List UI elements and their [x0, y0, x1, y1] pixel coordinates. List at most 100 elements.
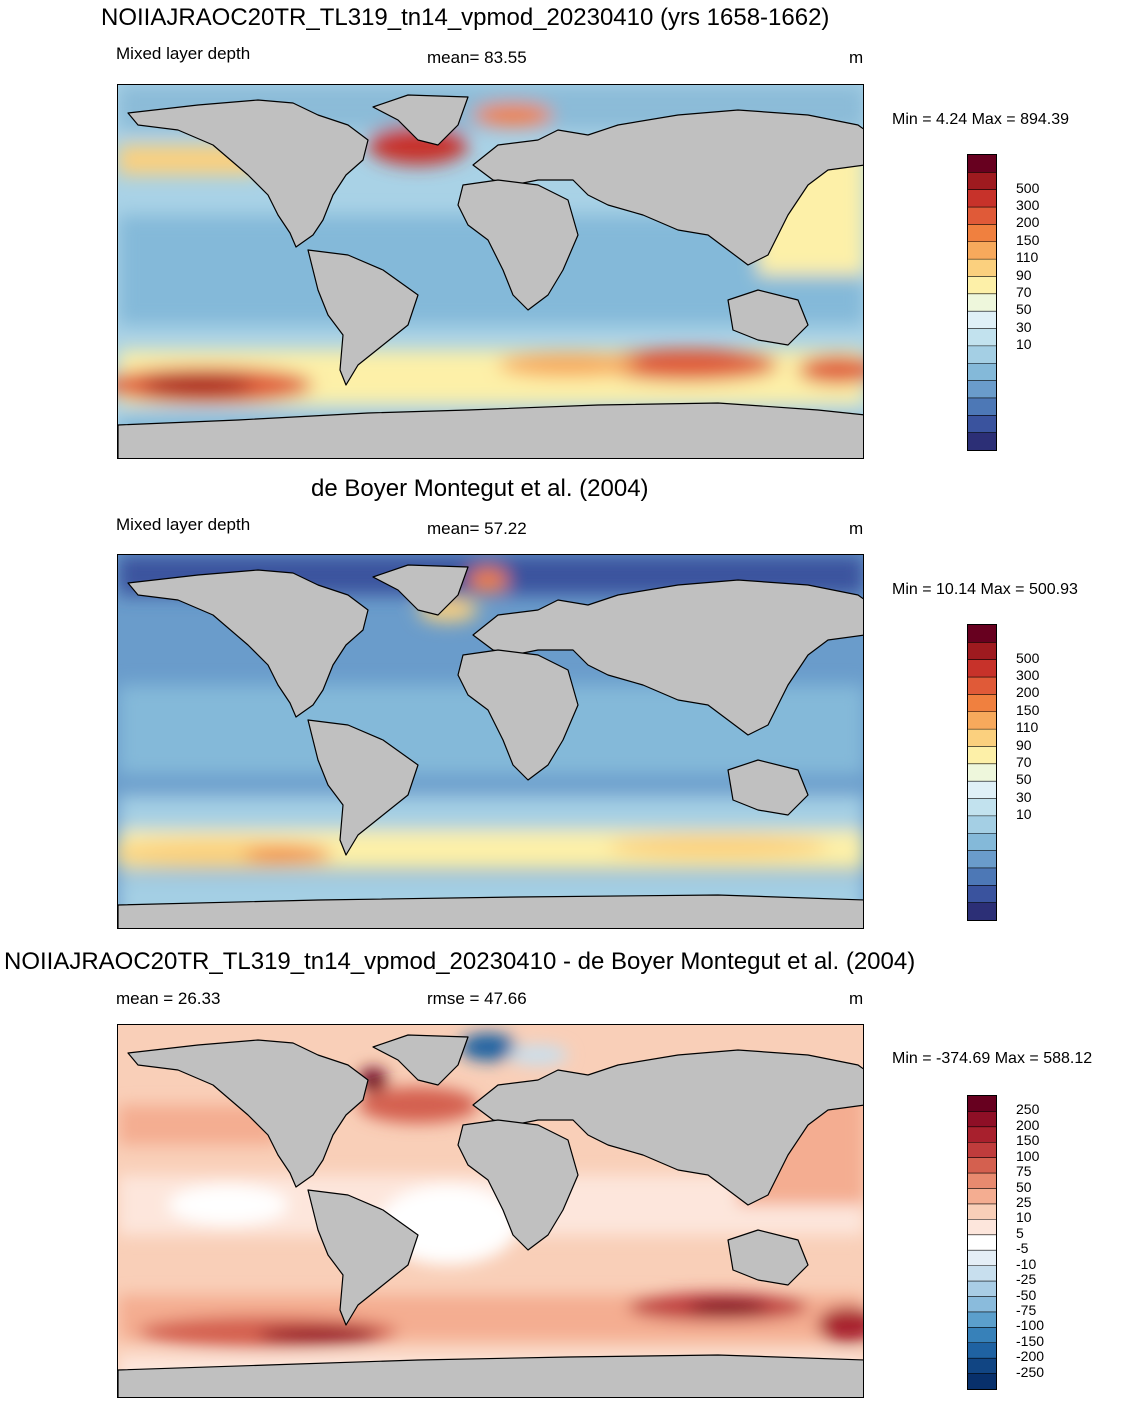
colorbar-swatch [968, 415, 996, 434]
colorbar-swatch [968, 276, 996, 295]
colorbar-swatch [968, 1188, 996, 1205]
colorbar-swatch [968, 345, 996, 364]
colorbar-label: 25 [1016, 1193, 1032, 1210]
colorbar-label: 10 [1016, 805, 1032, 822]
panel-1-title: NOIIAJRAOC20TR_TL319_tn14_vpmod_20230410… [101, 4, 830, 31]
colorbar-swatch [968, 763, 996, 782]
colorbar-label: 150 [1016, 701, 1040, 718]
colorbar-swatch [968, 380, 996, 399]
colorbar-swatch [968, 328, 996, 347]
colorbar-swatch [968, 867, 996, 886]
colorbar-swatch [968, 798, 996, 817]
colorbar-swatch [968, 207, 996, 226]
colorbar-label: -200 [1016, 1348, 1045, 1365]
colorbar-label: -10 [1016, 1255, 1037, 1272]
colorbar-label: -50 [1016, 1286, 1037, 1303]
colorbar-label: 10 [1016, 335, 1032, 352]
colorbar-label: -25 [1016, 1271, 1037, 1288]
colorbar-label: 500 [1016, 649, 1040, 666]
colorbar-swatch [968, 1111, 996, 1128]
colorbar-label: 110 [1016, 719, 1039, 736]
colorbar-swatch [968, 850, 996, 869]
colorbar-swatch [968, 1296, 996, 1313]
panel-2-map [117, 554, 864, 929]
colorbar-swatch [968, 729, 996, 748]
panel-2-unit-label: m [849, 519, 864, 538]
colorbar-swatch [968, 885, 996, 904]
land-masses [118, 1034, 863, 1397]
colorbar-swatch [968, 189, 996, 208]
colorbar-label: 50 [1016, 1178, 1032, 1195]
colorbar-swatch [968, 902, 996, 920]
colorbar-label: 150 [1016, 231, 1040, 248]
colorbar-label: 500 [1016, 179, 1040, 196]
panel-1-variable-label: Mixed layer depth [116, 44, 251, 63]
colorbar-swatch [968, 1373, 996, 1389]
colorbar-swatch [968, 259, 996, 278]
land-masses [118, 94, 863, 458]
colorbar-swatch [968, 224, 996, 243]
colorbar-label: 200 [1016, 1116, 1040, 1133]
colorbar-label: -75 [1016, 1301, 1037, 1318]
colorbar-swatch [968, 1250, 996, 1267]
panel-1-unit-label: m [849, 48, 864, 67]
colorbar-swatch [968, 432, 996, 450]
colorbar-swatch [968, 1311, 996, 1328]
colorbar-swatch [968, 155, 996, 173]
colorbar-swatch [968, 397, 996, 416]
colorbar-swatch [968, 642, 996, 661]
colorbar-label: 30 [1016, 788, 1032, 805]
colorbar-swatch [968, 781, 996, 800]
colorbar-swatch [968, 677, 996, 696]
colorbar-swatch [968, 1126, 996, 1143]
colorbar-label: 70 [1016, 753, 1032, 770]
land-masses [118, 564, 863, 928]
colorbar-label: -100 [1016, 1317, 1045, 1334]
panel-1-colorbar [967, 154, 997, 451]
colorbar-label: 250 [1016, 1101, 1040, 1118]
colorbar-label: 70 [1016, 283, 1032, 300]
colorbar-label: 150 [1016, 1132, 1040, 1149]
colorbar-swatch [968, 172, 996, 191]
colorbar-swatch [968, 1203, 996, 1220]
colorbar-swatch [968, 625, 996, 643]
panel-3-minmax: Min = -374.69 Max = 588.12 [892, 1050, 1093, 1067]
colorbar-swatch [968, 1173, 996, 1190]
panel-3-unit-label: m [849, 989, 864, 1008]
panel-3-rmse-label: rmse = 47.66 [427, 989, 527, 1008]
colorbar-label: 5 [1016, 1224, 1024, 1241]
panel-2-mean-label: mean= 57.22 [427, 519, 527, 538]
colorbar-label: 200 [1016, 684, 1040, 701]
colorbar-label: 90 [1016, 736, 1032, 753]
panel-3-map [117, 1024, 864, 1398]
colorbar-label: -150 [1016, 1332, 1045, 1349]
panel-1-minmax: Min = 4.24 Max = 894.39 [892, 111, 1069, 128]
colorbar-label: 90 [1016, 266, 1032, 283]
panel-2-minmax: Min = 10.14 Max = 500.93 [892, 581, 1078, 598]
panel-3-title: NOIIAJRAOC20TR_TL319_tn14_vpmod_20230410… [4, 948, 916, 975]
colorbar-label: 30 [1016, 318, 1032, 335]
colorbar-swatch [968, 1142, 996, 1159]
panel-1-mean-label: mean= 83.55 [427, 48, 527, 67]
panel-1-map [117, 84, 864, 459]
panel-2-variable-label: Mixed layer depth [116, 515, 251, 534]
colorbar-swatch [968, 363, 996, 382]
colorbar-label: 100 [1016, 1147, 1040, 1164]
colorbar-label: 50 [1016, 301, 1032, 318]
colorbar-swatch [968, 1327, 996, 1344]
colorbar-label: -250 [1016, 1363, 1045, 1380]
colorbar-swatch [968, 694, 996, 713]
colorbar-label: 50 [1016, 771, 1032, 788]
colorbar-swatch [968, 659, 996, 678]
panel-2-colorbar [967, 624, 997, 921]
colorbar-swatch [968, 293, 996, 312]
colorbar-swatch [968, 815, 996, 834]
colorbar-swatch [968, 1234, 996, 1251]
colorbar-label: 75 [1016, 1163, 1032, 1180]
colorbar-label: 300 [1016, 667, 1040, 684]
colorbar-label: -5 [1016, 1240, 1029, 1257]
panel-2-title: de Boyer Montegut et al. (2004) [311, 475, 649, 502]
panel-3-mean-label: mean = 26.33 [116, 989, 221, 1008]
colorbar-swatch [968, 311, 996, 330]
colorbar-swatch [968, 1157, 996, 1174]
